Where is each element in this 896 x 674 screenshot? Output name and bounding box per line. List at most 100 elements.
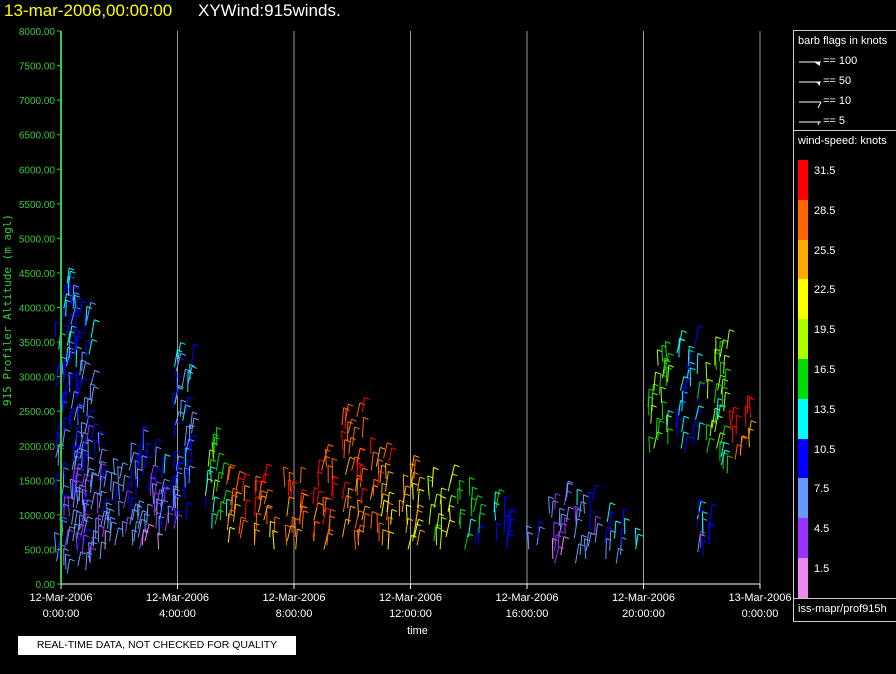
wind-barb	[80, 519, 85, 538]
wind-barb	[189, 412, 193, 430]
wind-barb-flag	[362, 487, 368, 491]
wind-barb	[312, 487, 315, 504]
wind-barb-flag	[722, 386, 728, 390]
wind-barb	[609, 530, 612, 551]
wind-barb	[61, 393, 64, 412]
wind-barb-series	[54, 267, 757, 574]
wind-barb-flag	[364, 505, 371, 509]
wind-barb	[720, 449, 726, 466]
wind-barb	[361, 505, 366, 521]
wind-barb-flag	[733, 406, 739, 410]
half-barb-icon	[799, 121, 821, 126]
wind-barb	[185, 439, 190, 455]
wind-barb-flag	[69, 526, 75, 530]
colorbar-title: wind-speed: knots	[798, 135, 887, 147]
wind-barb	[65, 347, 69, 363]
wind-barb-flag	[558, 546, 564, 550]
wind-barb-flag	[574, 505, 581, 509]
wind-barb-flag	[511, 518, 517, 521]
wind-barb-flag	[418, 504, 424, 508]
wind-barb	[215, 453, 220, 471]
wind-barb	[683, 377, 688, 395]
wind-barb-flag	[511, 510, 517, 514]
wind-barb-flag	[101, 463, 107, 467]
wind-barb-flag	[214, 496, 220, 500]
wind-barb	[657, 420, 660, 441]
wind-barb-flag	[101, 460, 107, 464]
wind-barb-flag	[163, 487, 169, 491]
wind-barb	[263, 463, 268, 484]
wind-barb-flag	[90, 409, 96, 413]
wind-barb	[177, 342, 181, 359]
y-tick-label: 1500.00	[19, 476, 56, 487]
wind-barb	[181, 369, 186, 388]
wind-barb-flag	[301, 492, 307, 496]
wind-barb	[78, 514, 81, 531]
wind-barb-flag	[110, 516, 116, 520]
wind-barb-flag	[167, 512, 174, 516]
wind-barb	[301, 510, 304, 529]
wind-barb	[86, 302, 92, 322]
wind-barb-flag	[76, 346, 82, 350]
wind-barb	[661, 401, 664, 420]
x-tick-label: 0:00:00	[742, 608, 779, 620]
wind-barb-flag	[88, 456, 94, 460]
wind-barb-flag	[661, 400, 668, 404]
wind-barb-flag	[74, 292, 80, 295]
wind-barb-flag	[239, 470, 245, 474]
wind-barb-flag	[113, 457, 119, 461]
wind-barb-flag	[470, 518, 476, 522]
wind-barb-flag	[141, 518, 147, 522]
wind-barb	[272, 530, 275, 550]
wind-barb	[288, 472, 292, 492]
wind-barb-flag	[527, 531, 534, 535]
colorbar-label: 10.5	[814, 443, 836, 456]
wind-barb	[138, 500, 140, 517]
wind-barb	[212, 496, 215, 513]
wind-barb-flag	[698, 405, 704, 409]
wind-barb-flag	[387, 442, 393, 446]
wind-barb-flag	[431, 503, 437, 507]
wind-barb-flag	[648, 436, 655, 440]
wind-barb-flag	[189, 465, 195, 469]
wind-barb	[233, 491, 238, 510]
wind-barb	[464, 533, 469, 550]
wind-barb-flag	[724, 449, 731, 453]
wind-barb-flag	[659, 420, 665, 424]
wind-barb-flag	[331, 457, 338, 461]
wind-barb-flag	[127, 516, 133, 520]
wind-barb-flag	[668, 352, 674, 356]
wind-barb-flag	[479, 512, 486, 516]
colorbar-swatch	[798, 359, 808, 399]
chart-date-title: 13-mar-2006,00:00:00	[4, 1, 173, 20]
wind-barb-flag	[415, 523, 421, 527]
wind-barb-flag	[680, 338, 686, 342]
wind-barb	[384, 471, 389, 492]
wind-barb	[696, 501, 702, 520]
wind-barb-flag	[724, 425, 731, 429]
wind-barb	[80, 454, 86, 473]
barb-legend-title: barb flags in knots	[798, 35, 888, 47]
wind-barb	[470, 487, 474, 508]
wind-barb	[588, 492, 591, 510]
wind-barb	[182, 404, 187, 421]
wind-barb-flag	[385, 462, 391, 466]
wind-barb	[163, 454, 166, 474]
wind-barb	[386, 492, 390, 513]
wind-barb	[380, 483, 383, 504]
wind-barb-flag	[105, 497, 112, 501]
wind-barb-flag	[117, 466, 123, 470]
wind-barb	[413, 519, 419, 538]
wind-barb	[747, 420, 752, 439]
wind-barb-flag	[454, 464, 460, 468]
wind-barb	[729, 410, 732, 431]
wind-barb-flag	[329, 515, 336, 519]
wind-barb	[154, 446, 157, 467]
wind-barb-flag	[526, 525, 532, 529]
y-tick-label: 1000.00	[19, 511, 56, 522]
wind-barb-flag	[615, 520, 622, 524]
wind-barb	[507, 518, 512, 538]
wind-barb-flag	[508, 533, 514, 537]
wind-barb-flag	[725, 368, 732, 372]
wind-barb-flag	[729, 329, 735, 333]
